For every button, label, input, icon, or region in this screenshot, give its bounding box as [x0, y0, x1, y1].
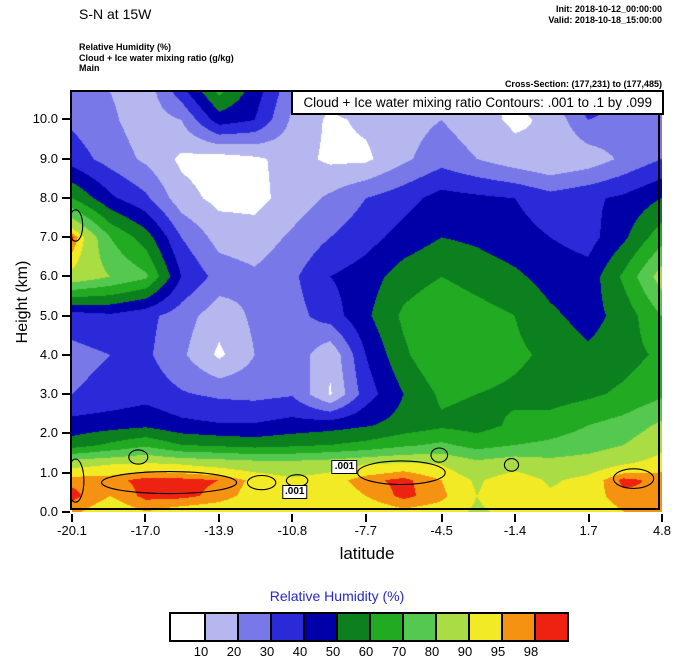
contour-value-label: .001	[331, 459, 358, 474]
y-tick-mark	[62, 236, 70, 239]
valid-time: Valid: 2018-10-18_15:00:00	[548, 15, 662, 25]
colorbar-cell	[402, 614, 435, 640]
y-tick-label: 6.0	[39, 268, 58, 284]
colorbar-boundary-label: 40	[292, 644, 308, 659]
x-tick-mark	[217, 514, 220, 522]
field-list: Relative Humidity (%) Cloud + Ice water …	[79, 42, 234, 74]
colorbar-cell	[171, 614, 204, 640]
x-tick-mark	[291, 514, 294, 522]
colorbar-boundary-label: 20	[226, 644, 242, 659]
x-tick-mark	[514, 514, 517, 522]
x-tick-label: -10.8	[277, 523, 308, 538]
y-tick-label: 7.0	[39, 229, 58, 245]
y-tick-label: 10.0	[32, 111, 58, 127]
colorbar-cell	[468, 614, 501, 640]
colorbar-title: Relative Humidity (%)	[269, 588, 405, 604]
cross-section-info: Cross-Section: (177,231) to (177,485)	[504, 79, 662, 89]
y-tick-label: 8.0	[39, 189, 58, 205]
colorbar-cell	[534, 614, 567, 640]
field-line-cloud: Cloud + Ice water mixing ratio (g/kg)	[79, 52, 234, 63]
y-axis-label: Height (km)	[14, 260, 31, 344]
colorbar-cell	[270, 614, 303, 640]
y-tick-mark	[62, 314, 70, 317]
colorbar-cell	[336, 614, 369, 640]
y-tick-mark	[62, 118, 70, 121]
x-tick-label: 1.7	[579, 523, 598, 538]
x-tick-mark	[587, 514, 590, 522]
colorbar-boundary-label: 50	[325, 644, 341, 659]
y-tick-mark	[62, 393, 70, 396]
x-tick-label: -7.7	[354, 523, 378, 538]
colorbar-boundary-label: 95	[490, 644, 506, 659]
rh-contour-plot	[72, 92, 662, 512]
y-tick-label: 5.0	[39, 307, 58, 323]
x-tick-mark	[364, 514, 367, 522]
x-tick-label: -1.4	[503, 523, 527, 538]
contour-value-label: .001	[281, 485, 308, 500]
colorbar-boundary-label: 60	[358, 644, 374, 659]
x-tick-mark	[661, 514, 663, 522]
x-tick-mark	[440, 514, 443, 522]
y-tick-label: 2.0	[39, 425, 58, 441]
y-tick-label: 0.0	[39, 504, 58, 519]
colorbar-cell	[303, 614, 336, 640]
colorbar-boundary-label: 10	[193, 644, 209, 659]
colorbar-cell	[237, 614, 270, 640]
colorbar	[169, 612, 569, 642]
y-tick-mark	[62, 275, 70, 278]
run-times: Init: 2018-10-12_00:00:00 Valid: 2018-10…	[548, 4, 662, 26]
contour-note: Cloud + Ice water mixing ratio Contours:…	[291, 90, 664, 115]
y-tick-label: 4.0	[39, 346, 58, 362]
colorbar-cell	[204, 614, 237, 640]
y-tick-mark	[62, 353, 70, 356]
colorbar-boundary-label: 30	[259, 644, 275, 659]
y-tick-label: 3.0	[39, 386, 58, 402]
colorbar-cell	[369, 614, 402, 640]
colorbar-boundary-label: 98	[523, 644, 539, 659]
x-tick-label: 4.8	[652, 523, 672, 538]
y-tick-mark	[62, 196, 70, 199]
y-tick-mark	[62, 432, 70, 435]
x-tick-label: -17.0	[130, 523, 161, 538]
x-tick-label: -13.9	[204, 523, 234, 538]
colorbar-cell	[501, 614, 534, 640]
x-tick-mark	[71, 514, 73, 522]
init-time: Init: 2018-10-12_00:00:00	[555, 4, 662, 14]
y-tick-label: 9.0	[39, 150, 58, 166]
x-tick-mark	[144, 514, 147, 522]
x-tick-label: -4.5	[430, 523, 453, 538]
colorbar-boundary-label: 80	[424, 644, 440, 659]
colorbar-cell	[435, 614, 468, 640]
x-tick-label: -20.1	[57, 523, 87, 538]
colorbar-boundary-label: 90	[457, 644, 473, 659]
y-tick-mark	[62, 471, 70, 474]
y-tick-mark	[62, 157, 70, 160]
colorbar-boundary-label: 70	[391, 644, 407, 659]
x-axis-label: latitude	[339, 544, 395, 563]
page-title: S-N at 15W	[79, 6, 152, 22]
field-line-main: Main	[79, 63, 100, 73]
y-tick-mark	[62, 511, 70, 513]
field-line-rh: Relative Humidity (%)	[79, 42, 172, 52]
y-tick-label: 1.0	[39, 464, 58, 480]
